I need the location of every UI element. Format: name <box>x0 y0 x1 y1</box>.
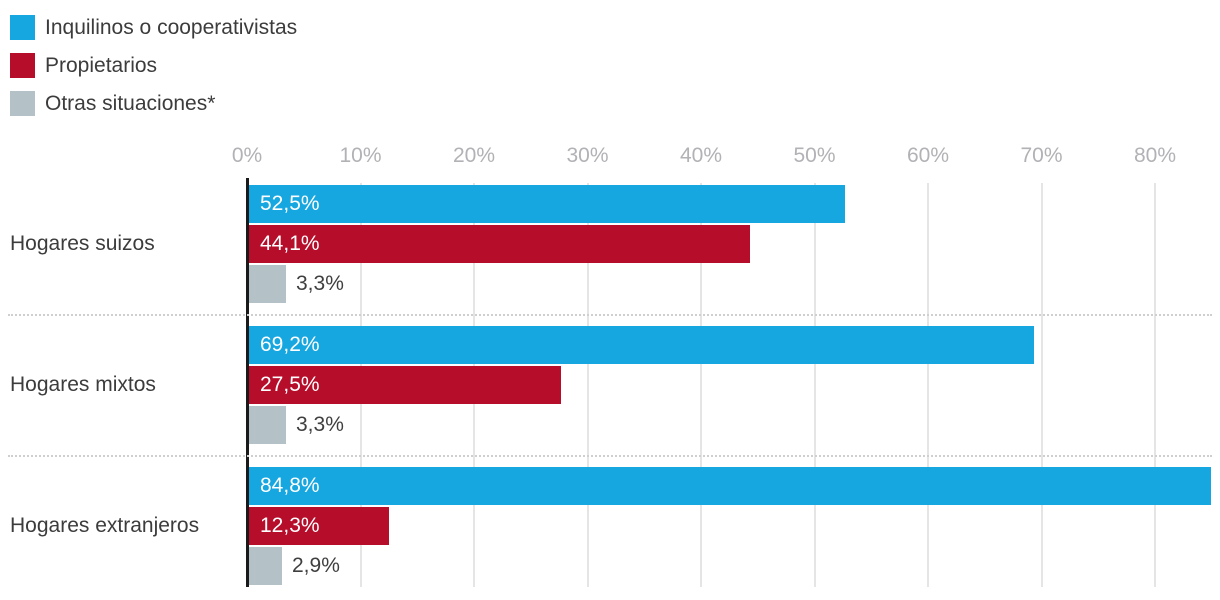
bar-value-label: 3,3% <box>296 413 344 436</box>
bar: 52,5% <box>249 185 845 223</box>
category-label: Hogares mixtos <box>10 373 156 396</box>
bar-value-label: 69,2% <box>260 333 320 356</box>
bar: 12,3% <box>249 507 389 545</box>
legend-item: Inquilinos o cooperativistas <box>10 15 297 40</box>
bar-value-label: 27,5% <box>260 373 320 396</box>
legend-item-label: Inquilinos o cooperativistas <box>45 15 298 39</box>
legend-item: Propietarios <box>10 53 157 78</box>
x-axis-tick-label: 10% <box>339 144 382 167</box>
legend-swatch-icon <box>10 53 35 78</box>
legend-item-label: Propietarios <box>45 53 158 77</box>
bar-value-label: 12,3% <box>260 514 320 537</box>
category-label: Hogares suizos <box>10 232 155 255</box>
bar: 69,2% <box>249 326 1034 364</box>
x-axis-tick-label: 70% <box>1020 144 1063 167</box>
bar: 27,5% <box>249 366 561 404</box>
gridline <box>586 183 589 587</box>
bar-value-label: 3,3% <box>296 272 344 295</box>
x-axis-tick-label: 80% <box>1133 144 1177 167</box>
gridline <box>813 183 816 587</box>
x-axis-tick-label: 40% <box>679 144 723 167</box>
gridline <box>1154 183 1156 587</box>
zero-axis-line <box>246 178 249 587</box>
x-axis-tick-label: 30% <box>566 144 609 167</box>
x-axis-tick-label: 60% <box>906 144 950 167</box>
gridline <box>1040 183 1043 587</box>
bar <box>249 265 286 303</box>
bar <box>249 406 286 444</box>
legend-swatch-icon <box>10 15 35 40</box>
bar-value-label: 52,5% <box>260 192 320 215</box>
bar: 44,1% <box>249 225 750 263</box>
bar: 84,8% <box>249 467 1211 505</box>
legend-item-label: Otras situaciones* <box>45 91 216 115</box>
bar <box>249 547 282 585</box>
gridline <box>927 183 929 587</box>
group-separator <box>8 455 1212 457</box>
bar-value-label: 84,8% <box>260 474 320 497</box>
legend-item: Otras situaciones* <box>10 91 215 116</box>
group-separator <box>8 314 1212 316</box>
category-label: Hogares extranjeros <box>10 514 200 537</box>
bar-value-label: 2,9% <box>292 554 340 577</box>
x-axis-tick-label: 20% <box>452 144 496 167</box>
bar-value-label: 44,1% <box>260 232 320 255</box>
gridline <box>700 183 702 587</box>
legend-swatch-icon <box>10 91 35 116</box>
x-axis-tick-label: 0% <box>231 144 263 167</box>
x-axis-tick-label: 50% <box>793 144 836 167</box>
